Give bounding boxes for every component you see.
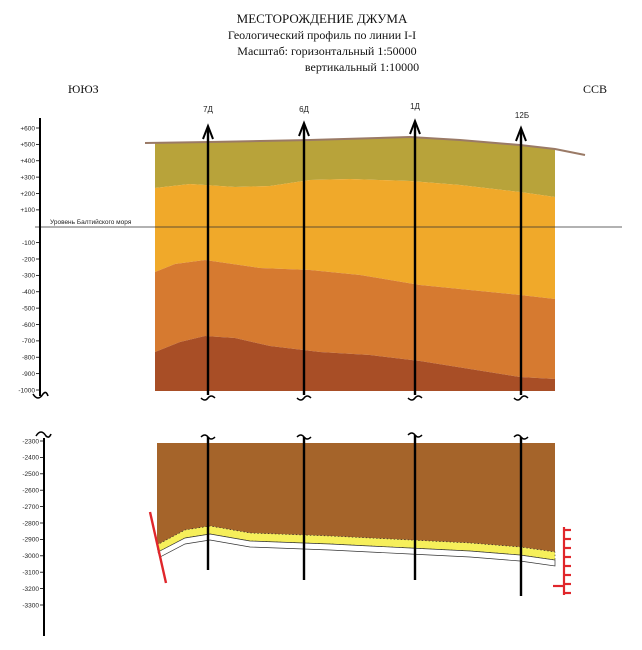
- axis-tick-label: -300: [22, 273, 35, 280]
- lower-axis-ticks: -2300 -2400 -2500 -2600 -2700 -2800 -2900 -3000…: [22, 438, 44, 609]
- axis-tick-label: -2300: [22, 438, 39, 445]
- axis-tick-label: -1000: [18, 387, 35, 394]
- upper-axis-break: [32, 391, 49, 399]
- axis-tick-label: -3100: [22, 570, 39, 577]
- well-label: 12Б: [515, 111, 529, 120]
- lower-axis-break: [35, 431, 52, 438]
- axis-tick-label: +500: [20, 142, 35, 149]
- axis-tick-label: -3200: [22, 586, 39, 593]
- well-label: 6Д: [299, 105, 309, 114]
- scale-vertical: вертикальный 1:10000: [305, 60, 419, 74]
- axis-tick-label: +300: [20, 174, 35, 181]
- axis-tick-label: -900: [22, 371, 35, 378]
- direction-right: ССВ: [583, 82, 607, 96]
- axis-tick-label: -700: [22, 338, 35, 345]
- layer-deep: [155, 336, 555, 391]
- axis-tick-label: -400: [22, 289, 35, 296]
- axis-tick-label: +100: [20, 207, 35, 214]
- axis-tick-label: -2800: [22, 520, 39, 527]
- axis-tick-label: -100: [22, 240, 35, 247]
- axis-tick-label: +600: [20, 125, 35, 132]
- lower-body: [157, 443, 555, 552]
- axis-tick-label: -2600: [22, 488, 39, 495]
- axis-tick-label: -800: [22, 355, 35, 362]
- axis-tick-label: -2400: [22, 455, 39, 462]
- axis-tick-label: -2700: [22, 504, 39, 511]
- lower-section: -2300 -2400 -2500 -2600 -2700 -2800 -2900 -3000…: [22, 431, 571, 636]
- upper-section: Уровень Балтийского моря +600 +500 +400 +30…: [18, 118, 622, 399]
- axis-tick-label: +400: [20, 158, 35, 165]
- upper-axis-ticks: +600 +500 +400 +300 +200 +100 -100 -200 -300 -400…: [18, 125, 40, 394]
- well-12b: 12Б: [513, 111, 529, 596]
- axis-tick-label: +200: [20, 191, 35, 198]
- well-6d: 6Д: [296, 105, 312, 580]
- axis-tick-label: -200: [22, 256, 35, 263]
- figure-title: МЕСТОРОЖДЕНИЕ ДЖУМА: [237, 11, 408, 26]
- axis-tick-label: -2900: [22, 537, 39, 544]
- ground-surface-line: [144, 135, 586, 156]
- fault-right: [553, 527, 571, 595]
- fault-left: [148, 511, 168, 584]
- layer-orange: [155, 179, 555, 299]
- axis-tick-label: -2500: [22, 471, 39, 478]
- axis-tick-label: -600: [22, 322, 35, 329]
- well-label: 1Д: [410, 102, 420, 111]
- well-1d: 1Д: [407, 102, 423, 580]
- axis-tick-label: -3000: [22, 553, 39, 560]
- layer-top: [155, 137, 555, 197]
- sea-level-label: Уровень Балтийского моря: [50, 218, 132, 226]
- scale-horizontal: Масштаб: горизонтальный 1:50000: [237, 44, 416, 58]
- well-7d: 7Д: [200, 105, 216, 570]
- layer-mid: [155, 260, 555, 379]
- axis-tick-label: -3300: [22, 602, 39, 609]
- axis-tick-label: -500: [22, 305, 35, 312]
- reservoir-layer: [156, 525, 556, 561]
- well-label: 7Д: [203, 105, 213, 114]
- base-layer: [157, 533, 556, 567]
- direction-left: ЮЮЗ: [68, 82, 99, 96]
- wells: 7Д 6Д 1Д 12Б: [200, 102, 529, 596]
- figure-subtitle: Геологический профиль по линии I-I: [228, 28, 416, 42]
